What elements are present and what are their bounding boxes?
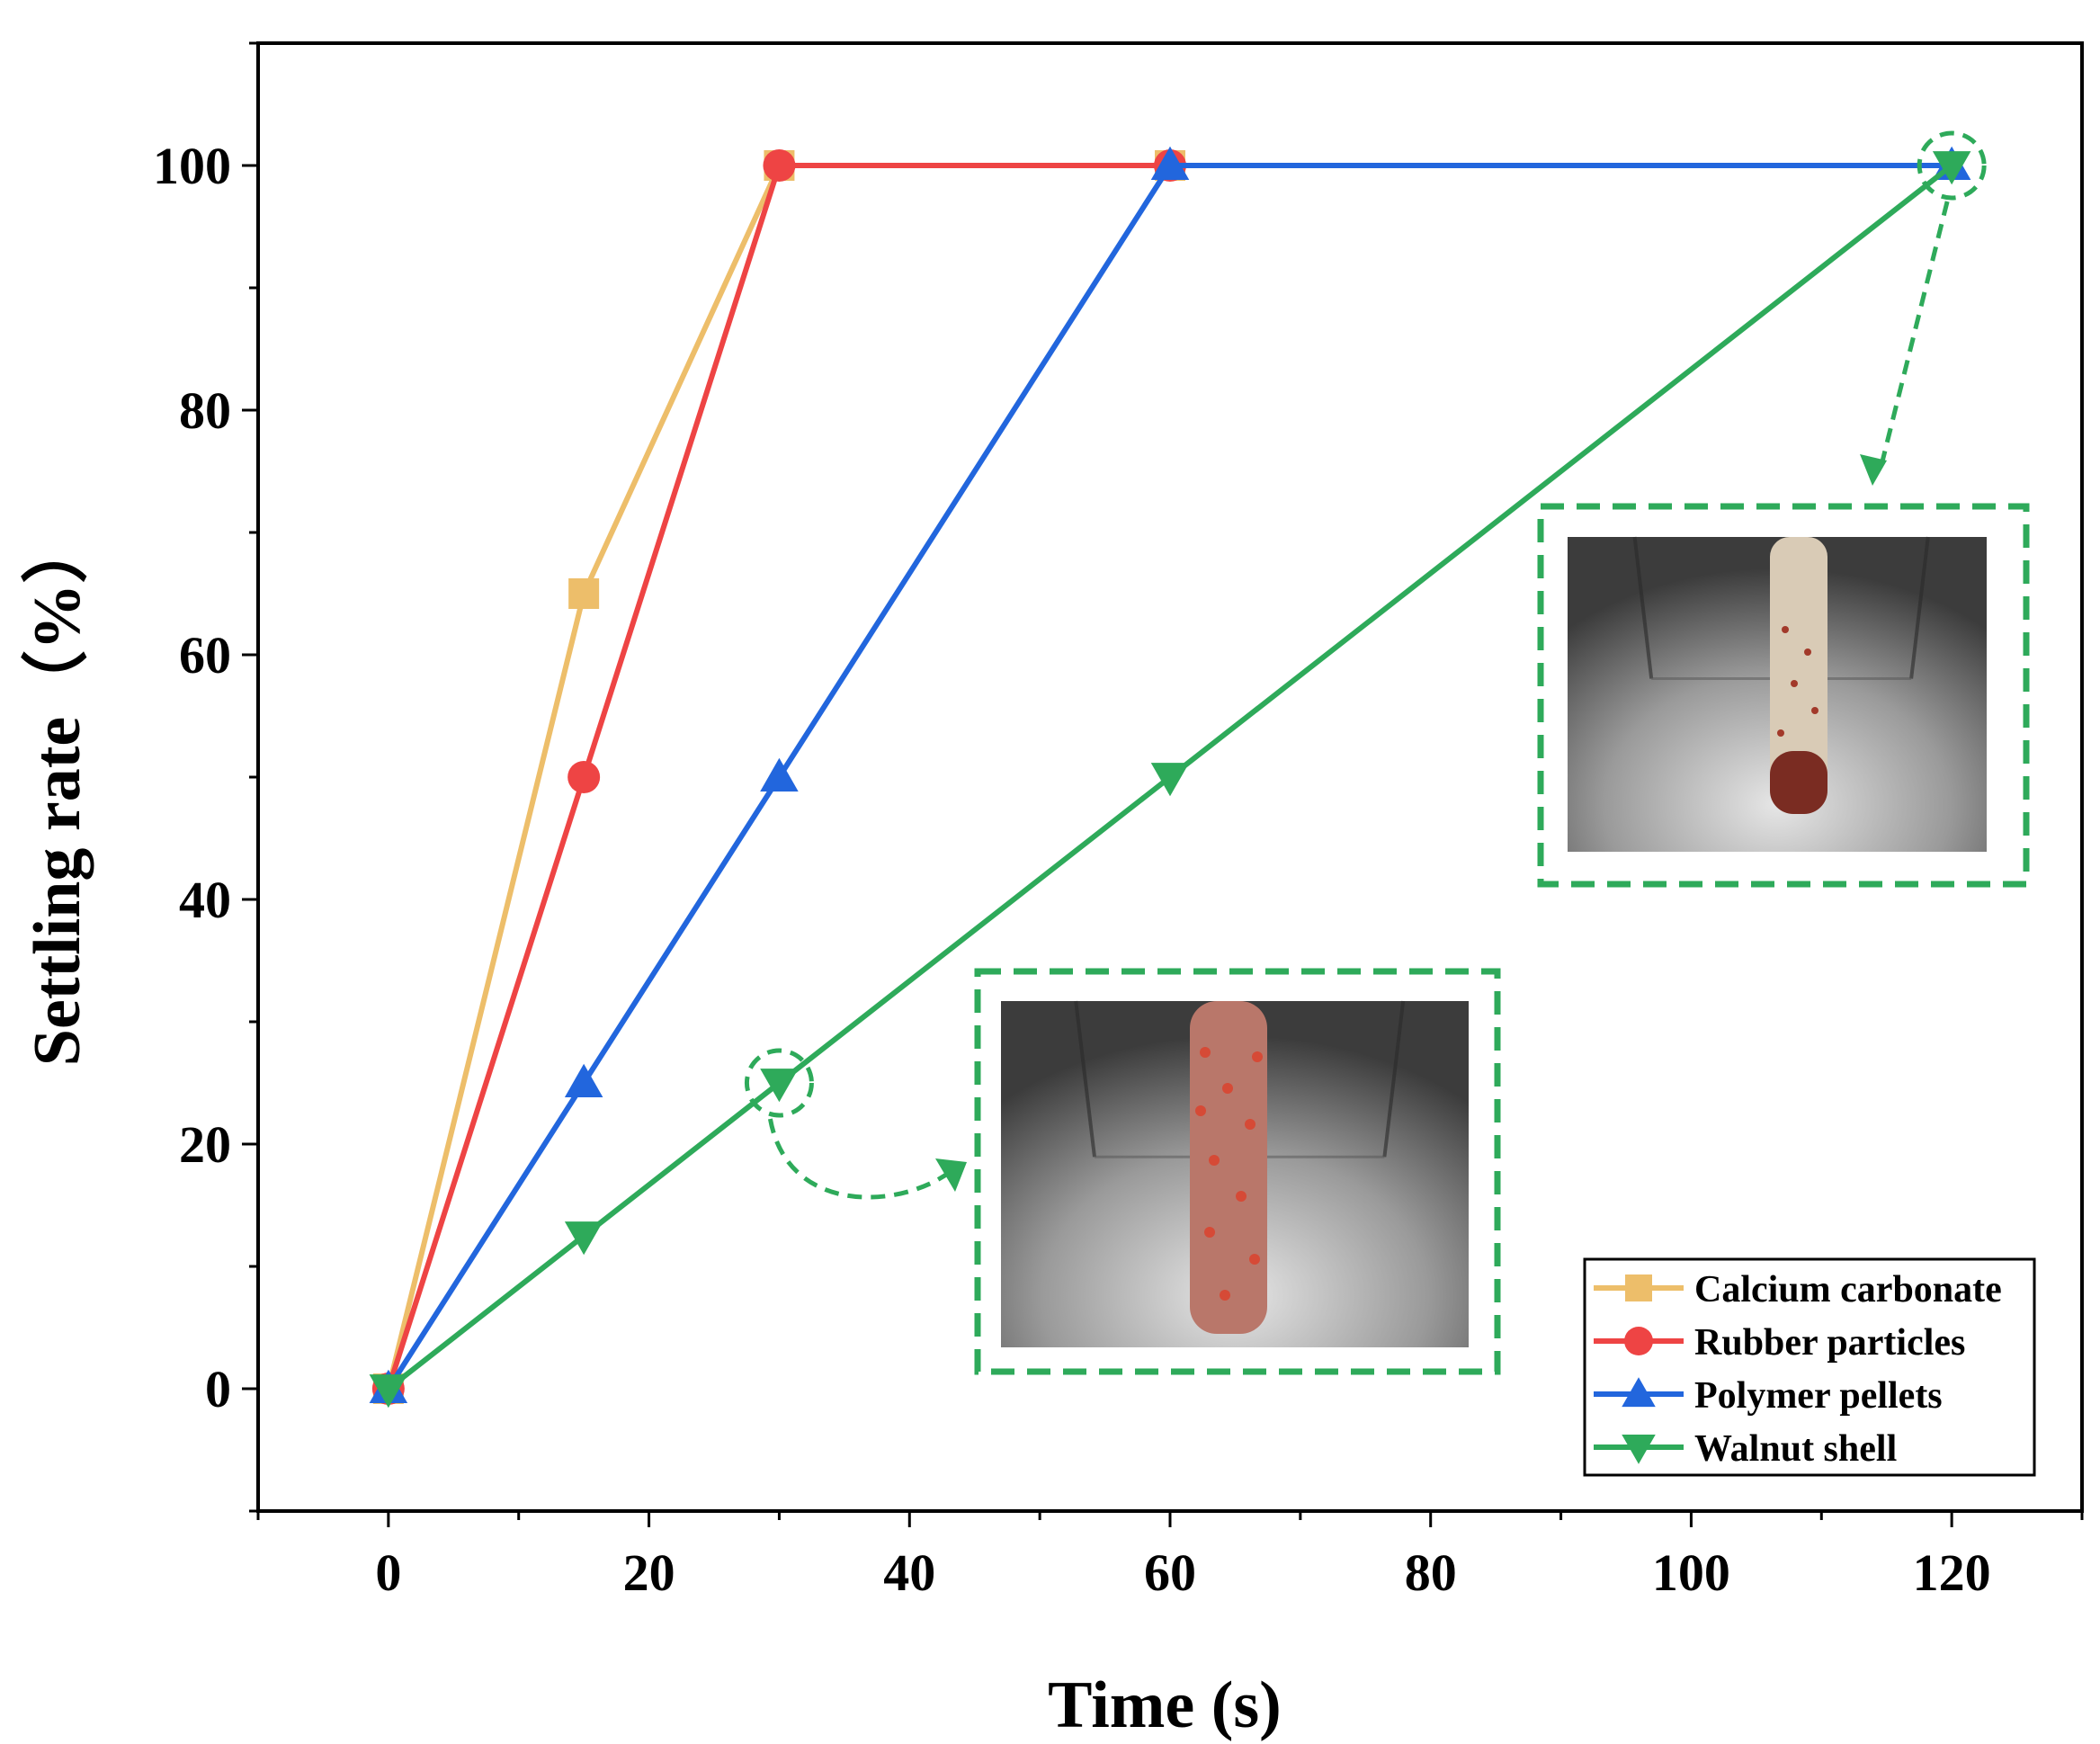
particle [1777,729,1784,737]
particle [1252,1051,1263,1062]
data-point [1150,146,1190,180]
series-line [385,163,1170,1390]
particle [1220,1290,1230,1301]
particle [1195,1105,1206,1116]
data-point [760,757,799,792]
x-tick-label: 80 [1405,1543,1457,1602]
inset-30s [1001,1000,1469,1347]
data-point [760,1069,799,1103]
highlight-circle-30s [744,1048,814,1118]
x-tick-label: 20 [623,1543,675,1602]
arrow-to-inset-120s [1877,201,1950,473]
data-point [567,761,601,793]
data-point [564,1221,603,1256]
legend-marker [1622,1434,1656,1464]
legend-marker [1624,1327,1653,1355]
arrowhead-icon [935,1158,967,1192]
x-tick-label: 40 [883,1543,935,1602]
y-axis-title: Settling rate（%） [21,517,94,1066]
series-layer [369,146,1971,1409]
legend-label: Walnut shell [1694,1428,1897,1470]
x-tick-label: 120 [1913,1543,1991,1602]
y-tick-label: 40 [179,871,231,929]
particle [1782,626,1789,633]
highlight-circle-120s [1917,130,1987,201]
legend-item: Walnut shell [1594,1428,1897,1470]
particle [1245,1119,1256,1130]
arrowhead-icon [1860,454,1887,486]
data-point [568,578,600,609]
photo-edge [1909,536,1930,679]
data-point [1150,763,1190,797]
legend-label: Calcium carbonate [1694,1269,2002,1310]
legend-box [1583,1257,2036,1477]
test-tube [1190,1001,1267,1334]
y-tick-label: 80 [179,381,231,440]
data-point [763,149,796,182]
y-tick-label: 0 [205,1360,231,1418]
legend-item: Calcium carbonate [1594,1269,2002,1310]
inset-120s [1568,536,1987,852]
photo-insets [744,130,2030,1375]
x-tick-label: 0 [375,1543,401,1602]
data-point [369,1374,408,1409]
x-axis-title: Time (s) [1048,1668,1282,1742]
legend-marker [1622,1377,1656,1408]
particle [1791,680,1798,687]
photo-edge [1382,1000,1406,1158]
photo-edge [1074,1000,1096,1158]
series-walnut-shell [369,151,1971,1409]
particle [1804,648,1811,656]
x-tick-label: 60 [1144,1543,1196,1602]
y-tick-label: 20 [179,1115,231,1174]
particle [1249,1254,1260,1265]
legend-label: Rubber particles [1694,1322,1965,1364]
arrow-to-inset-30s [767,1118,955,1200]
inset-frame-30s [974,968,1501,1375]
data-point [564,1063,603,1097]
legend-item: Rubber particles [1594,1322,1965,1364]
particle [1204,1227,1215,1238]
y-tick-label: 100 [153,137,231,195]
x-tick-label: 100 [1652,1543,1730,1602]
particle [1222,1083,1233,1094]
data-point [1932,151,1971,185]
settled-sediment [1770,751,1827,814]
ticks: 0 20 40 60 80 100 120 0 20 40 60 80 100 [153,41,2084,1602]
legend-marker [1625,1274,1652,1301]
legend: Calcium carbonate Rubber particles Polymer… [1583,1257,2036,1477]
particle [1209,1155,1220,1166]
y-tick-label: 60 [179,626,231,684]
legend-label: Polymer pellets [1694,1375,1943,1417]
legend-item: Polymer pellets [1594,1375,1943,1417]
test-tube [1770,537,1827,811]
particle [1236,1191,1247,1202]
particle [1200,1047,1211,1058]
particle [1811,707,1819,714]
photo-edge [1632,536,1654,679]
